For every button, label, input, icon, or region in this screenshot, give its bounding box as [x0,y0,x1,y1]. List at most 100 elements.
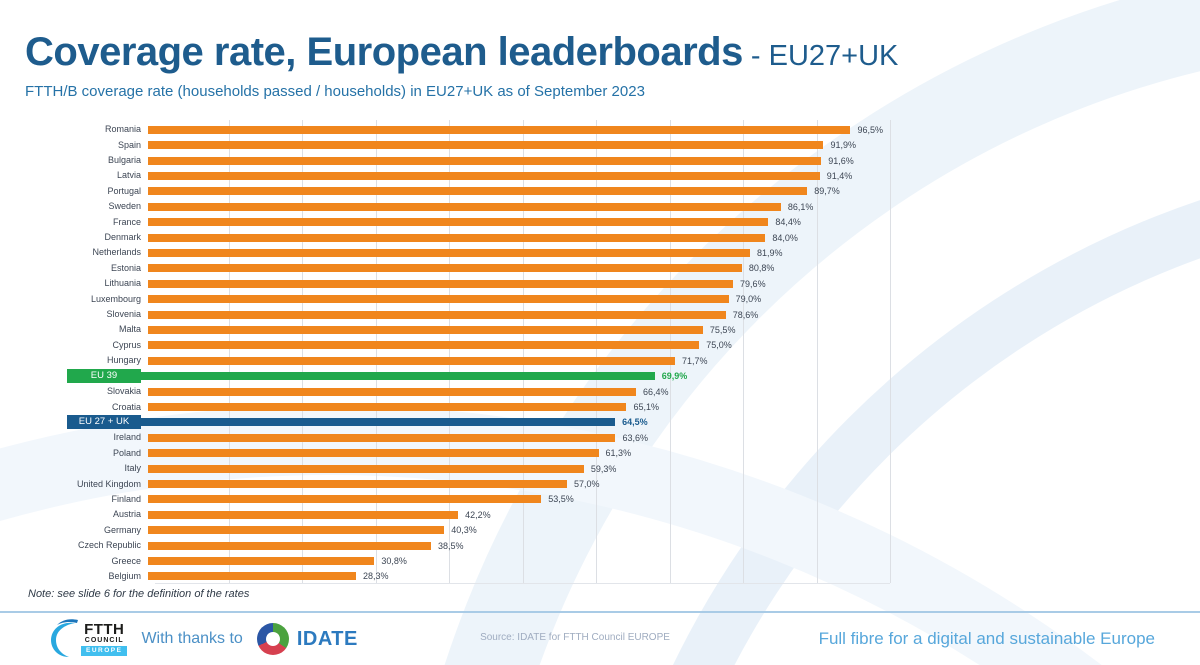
footer-divider-line [0,611,1200,613]
row-label-austria: Austria [112,509,141,520]
chart-row-greece: Greece 30,8% [0,553,890,568]
bar-track-lithuania: 79,6% [148,276,883,291]
bar-sweden [148,202,781,211]
chart-row-denmark: Denmark 84,0% [0,230,890,245]
value-label-czech-republic: 38,5% [437,540,464,551]
value-label-ireland: 63,6% [622,432,648,443]
chart-subtitle: FTTH/B coverage rate (households passed … [25,83,645,100]
bar-romania [148,125,851,134]
value-label-spain: 91,9% [830,140,856,151]
value-label-finland: 53,5% [548,494,574,505]
value-label-slovakia: 66,4% [643,386,669,397]
bar-track-greece: 30,8% [148,553,883,568]
chart-row-austria: Austria 42,2% [0,507,890,522]
bar-denmark [148,233,766,242]
page-title-suffix: - EU27+UK [742,40,899,72]
value-label-bulgaria: 91,6% [828,155,854,166]
bar-track-bulgaria: 91,6% [148,153,883,168]
row-label-malta: Malta [118,324,141,335]
row-label-eu-39: EU 39 [67,369,141,384]
row-label-estonia: Estonia [110,262,141,273]
bar-slovakia [148,387,637,396]
value-label-eu-27-uk: 64,5% [622,417,648,428]
value-label-poland: 61,3% [605,448,632,459]
footer-tagline: Full fibre for a digital and sustainable… [818,629,1155,648]
row-label-romania: Romania [104,124,141,135]
bar-eu-27-uk [141,418,616,427]
bar-track-ireland: 63,6% [148,430,883,445]
value-label-croatia: 65,1% [633,402,660,413]
row-label-finland: Finland [111,493,141,504]
bar-bulgaria [148,156,822,165]
page-title: Coverage rate, European leaderboards - E… [25,30,898,75]
bar-france [148,218,769,227]
chart-row-sweden: Sweden 86,1% [0,199,890,214]
value-label-united-kingdom: 57,0% [573,479,600,490]
bar-belgium [148,572,356,581]
gridline-10 [228,120,230,583]
chart-row-eu-27-uk: EU 27 + UK 64,5% [0,415,890,430]
header: Coverage rate, European leaderboards - E… [25,30,898,100]
chart-row-finland: Finland 53,5% [0,492,890,507]
bar-track-denmark: 84,0% [148,230,883,245]
bar-united-kingdom [148,480,567,489]
coverage-bar-chart: Romania 96,5% Spain 91,9% Bulgaria 91,6% Latvi… [0,120,891,586]
chart-row-belgium: Belgium 28,3% [0,569,890,584]
bar-track-spain: 91,9% [148,137,883,152]
chart-row-croatia: Croatia 65,1% [0,399,890,414]
bar-track-poland: 61,3% [148,446,883,461]
bar-track-finland: 53,5% [148,492,883,507]
value-label-denmark: 84,0% [772,232,798,243]
chart-row-netherlands: Netherlands 81,9% [0,245,890,260]
row-label-united-kingdom: United Kingdom [76,478,141,489]
page-title-main: Coverage rate, European leaderboards [25,30,743,74]
bar-track-croatia: 65,1% [148,399,883,414]
row-label-ireland: Ireland [113,432,141,443]
chart-row-italy: Italy 59,3% [0,461,890,476]
bar-track-eu-39: 69,9% [141,369,876,384]
row-label-italy: Italy [124,463,141,474]
bar-ireland [148,433,616,442]
bar-track-hungary: 71,7% [148,353,883,368]
row-label-netherlands: Netherlands [92,247,141,258]
chart-row-hungary: Hungary 71,7% [0,353,890,368]
row-label-cyprus: Cyprus [112,339,141,350]
row-label-hungary: Hungary [106,355,141,366]
bar-netherlands [148,248,750,257]
value-label-lithuania: 79,6% [740,278,766,289]
bar-malta [148,325,703,334]
bar-eu-39 [141,372,655,381]
bar-track-malta: 75,5% [148,322,883,337]
row-label-latvia: Latvia [116,170,141,181]
value-label-belgium: 28,3% [363,571,389,582]
row-label-slovakia: Slovakia [106,386,141,397]
bar-track-czech-republic: 38,5% [148,538,883,553]
bar-track-romania: 96,5% [148,122,883,137]
chart-row-portugal: Portugal 89,7% [0,184,890,199]
bar-czech-republic [148,541,431,550]
chart-row-lithuania: Lithuania 79,6% [0,276,890,291]
value-label-malta: 75,5% [709,324,736,335]
value-label-eu-39: 69,9% [661,371,688,382]
row-label-germany: Germany [103,524,141,535]
bar-slovenia [148,310,726,319]
value-label-cyprus: 75,0% [706,340,732,351]
chart-row-romania: Romania 96,5% [0,122,890,137]
bar-cyprus [148,341,700,350]
bar-portugal [148,187,808,196]
chart-rows: Romania 96,5% Spain 91,9% Bulgaria 91,6% Latvi… [0,122,890,584]
value-label-portugal: 89,7% [814,186,840,197]
value-label-netherlands: 81,9% [756,247,783,258]
bar-luxembourg [148,295,729,304]
ftth-logo-line3: EUROPE [81,646,128,657]
chart-row-slovenia: Slovenia 78,6% [0,307,890,322]
bar-track-france: 84,4% [148,214,883,229]
chart-row-slovakia: Slovakia 66,4% [0,384,890,399]
value-label-france: 84,4% [775,217,801,228]
bar-croatia [148,403,627,412]
bar-lithuania [148,279,734,288]
row-label-sweden: Sweden [108,201,141,212]
bar-track-slovakia: 66,4% [148,384,883,399]
chart-row-spain: Spain 91,9% [0,137,890,152]
value-label-latvia: 91,4% [826,170,853,181]
